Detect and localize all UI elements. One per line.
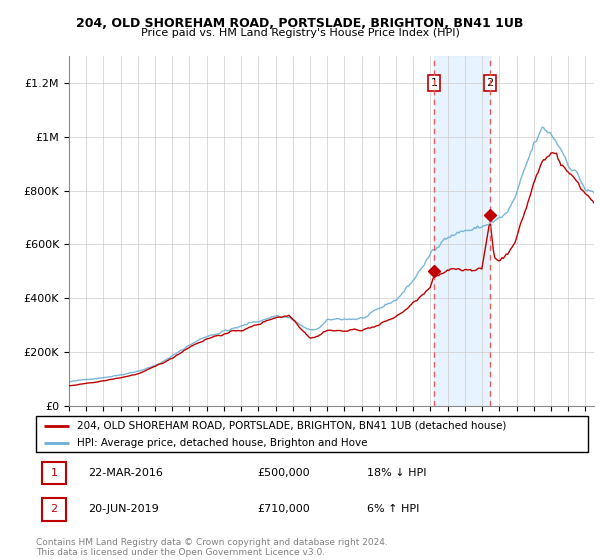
Text: 6% ↑ HPI: 6% ↑ HPI (367, 505, 419, 514)
Text: £710,000: £710,000 (257, 505, 310, 514)
Text: 18% ↓ HPI: 18% ↓ HPI (367, 468, 427, 478)
Text: 1: 1 (50, 468, 58, 478)
Text: 2: 2 (487, 78, 494, 88)
Bar (41, 461, 67, 484)
Text: 204, OLD SHOREHAM ROAD, PORTSLADE, BRIGHTON, BN41 1UB (detached house): 204, OLD SHOREHAM ROAD, PORTSLADE, BRIGH… (77, 421, 507, 431)
Text: 22-MAR-2016: 22-MAR-2016 (88, 468, 163, 478)
Text: Contains HM Land Registry data © Crown copyright and database right 2024.
This d: Contains HM Land Registry data © Crown c… (36, 538, 388, 557)
Text: 1: 1 (431, 78, 437, 88)
Text: 20-JUN-2019: 20-JUN-2019 (88, 505, 159, 514)
Text: 204, OLD SHOREHAM ROAD, PORTSLADE, BRIGHTON, BN41 1UB: 204, OLD SHOREHAM ROAD, PORTSLADE, BRIGH… (76, 17, 524, 30)
Text: Price paid vs. HM Land Registry's House Price Index (HPI): Price paid vs. HM Land Registry's House … (140, 28, 460, 38)
Bar (41, 498, 67, 521)
Bar (434, 56, 490, 406)
Text: HPI: Average price, detached house, Brighton and Hove: HPI: Average price, detached house, Brig… (77, 438, 368, 449)
Text: £500,000: £500,000 (257, 468, 310, 478)
Text: 2: 2 (50, 505, 58, 514)
